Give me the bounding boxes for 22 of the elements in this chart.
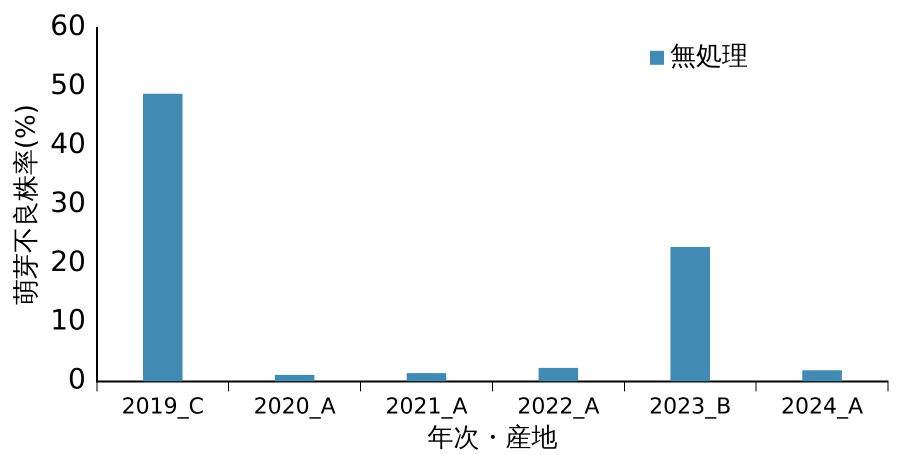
x-tick-label: 2022_A <box>517 394 600 420</box>
x-tick-label: 2024_A <box>781 394 864 420</box>
x-tick-label: 2021_A <box>385 394 468 420</box>
x-tick-label: 2019_C <box>122 394 204 420</box>
y-tick-label: 60 <box>50 9 86 42</box>
y-tick-label: 10 <box>50 304 86 337</box>
y-tick-label: 50 <box>50 68 86 102</box>
x-axis-title: 年次・産地 <box>427 423 558 454</box>
legend-label: 無処理 <box>670 42 748 72</box>
x-tick-label: 2020_A <box>254 394 336 420</box>
bar <box>142 94 183 382</box>
y-tick-label: 0 <box>68 362 86 396</box>
x-tick-label: 2023_B <box>649 394 732 420</box>
y-tick-label: 20 <box>50 244 86 278</box>
bar <box>538 368 578 382</box>
y-axis-title: 萌芽不良株率(%) <box>11 104 42 306</box>
bar <box>802 370 842 382</box>
y-tick-label: 40 <box>50 126 86 160</box>
bar <box>274 374 314 382</box>
y-tick-label: 30 <box>50 186 86 219</box>
bar <box>406 373 446 382</box>
bar <box>670 247 710 382</box>
